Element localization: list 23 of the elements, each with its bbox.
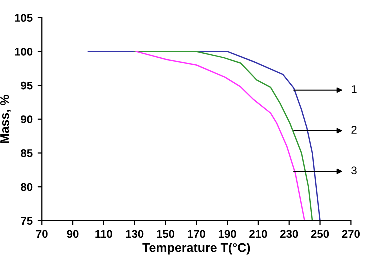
y-tick-label: 85 — [21, 150, 33, 158]
y-tick-label: 80 — [21, 183, 33, 192]
x-tick-label: 150 — [157, 230, 175, 238]
y-tick-label: 100 — [15, 48, 33, 56]
text: 2 — [352, 126, 357, 134]
text: 1 — [352, 86, 357, 94]
x-tick-label: 170 — [188, 230, 206, 238]
x-tick-label: 250 — [311, 230, 330, 238]
x-tick-label: 70 — [36, 230, 48, 238]
y-tick-label: 90 — [21, 116, 33, 124]
x-tick-label: 210 — [250, 230, 268, 238]
x-tick-label: 110 — [96, 230, 112, 238]
y-tick-label: 95 — [21, 82, 33, 90]
x-tick-label: 90 — [67, 230, 79, 238]
x-tick-label: 190 — [218, 230, 236, 238]
text: 3 — [352, 166, 357, 175]
x-axis-title: Temperature T(°C) — [142, 243, 250, 255]
x-tick-label: 270 — [342, 230, 360, 238]
y-axis-title: Mass, % — [0, 95, 12, 144]
y-tick-label: 75 — [21, 217, 33, 226]
x-tick-label: 130 — [126, 230, 144, 238]
y-tick-label: 105 — [15, 14, 33, 22]
x-tick-label: 230 — [280, 230, 298, 238]
